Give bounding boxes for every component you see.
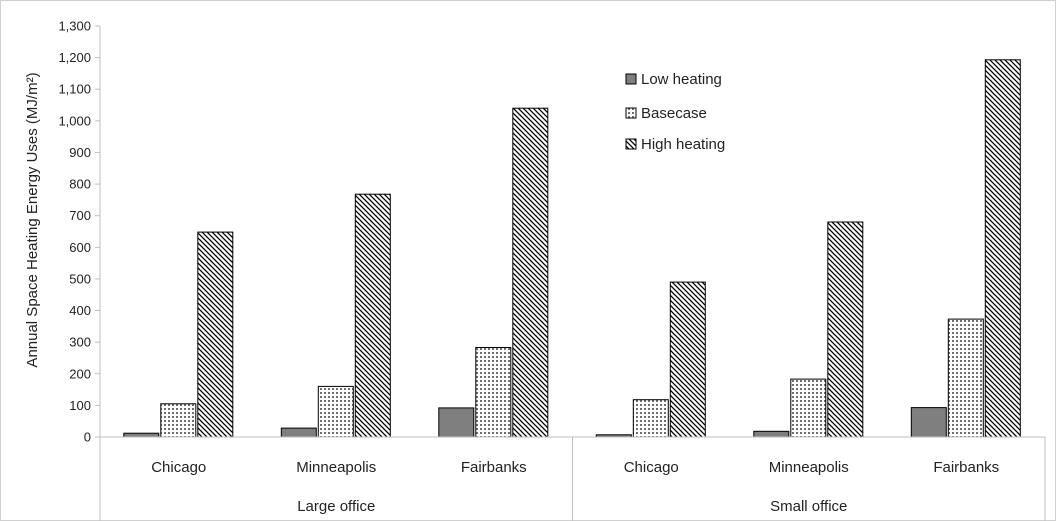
bar-high-heating-fairbanks-small: [984, 59, 1021, 438]
bars: [123, 59, 1021, 438]
legend: Low heating Basecase High heating: [625, 71, 725, 153]
bar-basecase-chicago-large: [160, 403, 197, 438]
y-axis: 0 100 200 300 400 500 600 700 800 900 1,000 1,100 1,…: [58, 19, 101, 445]
x-category-label: Fairbanks: [461, 459, 527, 476]
y-tick-label: 1,000: [58, 113, 91, 128]
legend-label-basecase: Basecase: [641, 105, 707, 122]
x-category-label: Chicago: [151, 459, 206, 476]
legend-item-low-heating: Low heating: [625, 71, 722, 88]
y-tick-label: 1,100: [58, 82, 91, 97]
x-category-label: Minneapolis: [769, 459, 849, 476]
x-category-label: Chicago: [624, 459, 679, 476]
bar-low-heating-minneapolis-large: [280, 427, 317, 438]
legend-label-low-heating: Low heating: [641, 71, 722, 88]
bar-basecase-chicago-small: [632, 399, 669, 438]
x-category-label: Fairbanks: [933, 459, 999, 476]
y-tick-label: 900: [69, 145, 91, 160]
y-tick-label: 200: [69, 366, 91, 381]
bar-low-heating-chicago-large: [123, 432, 160, 438]
x-group-label-small-office: Small office: [770, 498, 847, 515]
legend-label-high-heating: High heating: [641, 136, 725, 153]
y-tick-label: 400: [69, 303, 91, 318]
bar-high-heating-fairbanks-large: [512, 107, 549, 438]
legend-swatch-high-heating: [625, 138, 637, 150]
bar-low-heating-minneapolis-small: [753, 430, 790, 438]
y-tick-label: 100: [69, 398, 91, 413]
bar-high-heating-minneapolis-small: [827, 221, 864, 438]
y-tick-label: 700: [69, 208, 91, 223]
bar-low-heating-fairbanks-small: [910, 407, 947, 438]
y-tick-label: 600: [69, 240, 91, 255]
legend-item-basecase: Basecase: [625, 105, 707, 122]
x-group-label-large-office: Large office: [297, 498, 375, 515]
y-tick-label: 800: [69, 177, 91, 192]
y-tick-label: 1,300: [58, 19, 91, 34]
y-tick-label: 1,200: [58, 50, 91, 65]
legend-swatch-low-heating: [625, 73, 637, 85]
y-tick-label: 500: [69, 271, 91, 286]
x-axis: Chicago Minneapolis Fairbanks Chicago Minnea…: [99, 436, 1046, 521]
legend-item-high-heating: High heating: [625, 136, 725, 153]
y-tick-label: 0: [84, 430, 91, 445]
legend-swatch-basecase: [625, 107, 637, 119]
bar-high-heating-chicago-large: [197, 231, 234, 438]
y-axis-title: Annual Space Heating Energy Uses (MJ/m²): [24, 72, 41, 367]
bar-basecase-fairbanks-small: [947, 318, 984, 438]
bar-high-heating-minneapolis-large: [354, 193, 391, 438]
bar-low-heating-fairbanks-large: [438, 407, 475, 438]
bar-basecase-minneapolis-large: [317, 385, 354, 438]
bar-basecase-minneapolis-small: [790, 378, 827, 438]
x-category-label: Minneapolis: [296, 459, 376, 476]
y-tick-label: 300: [69, 335, 91, 350]
bar-basecase-fairbanks-large: [475, 347, 512, 438]
bar-high-heating-chicago-small: [669, 281, 706, 438]
